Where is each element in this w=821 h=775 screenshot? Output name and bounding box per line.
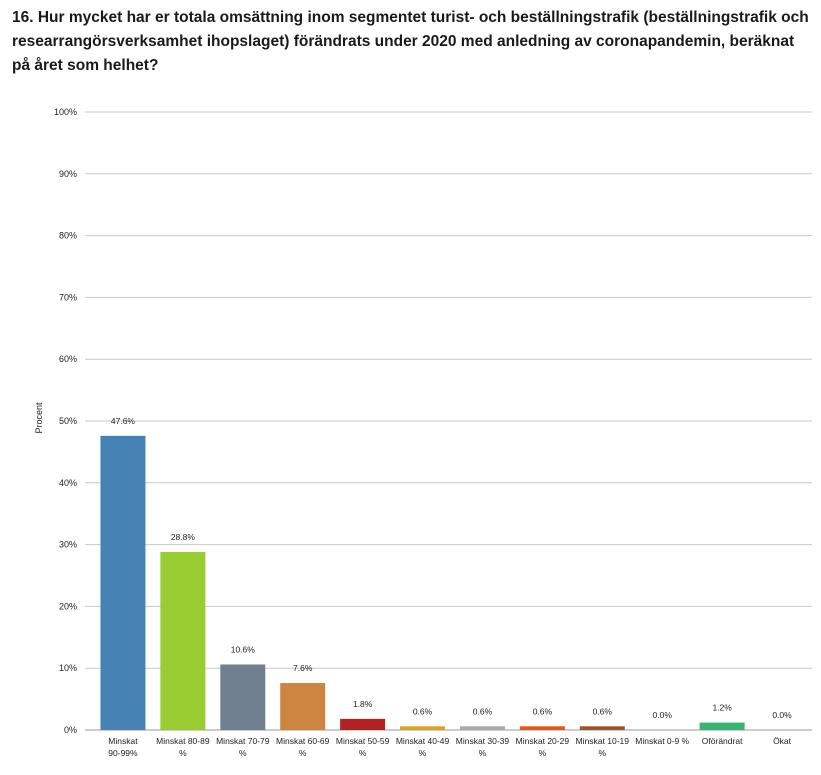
x-category-label: Minskat 10-19%: [576, 736, 630, 758]
y-tick-label: 70%: [59, 292, 77, 302]
bar: [340, 718, 386, 730]
x-category-label: Minskat 0-9 %: [635, 736, 689, 746]
y-tick-label: 100%: [54, 107, 77, 117]
bar: [519, 726, 565, 730]
value-label: 0.0%: [653, 710, 673, 720]
value-label: 0.6%: [473, 706, 493, 716]
bar: [100, 435, 146, 730]
value-label: 0.6%: [533, 706, 553, 716]
x-axis-categories: Minskat 90-99% Minskat 80-89 % Minskat 70-79…: [108, 736, 791, 758]
y-axis-label: Procent: [34, 402, 44, 434]
value-label: 7.6%: [293, 663, 313, 673]
x-category-label: Minskat 40-49%: [396, 736, 450, 758]
value-label: 1.8%: [353, 699, 373, 709]
bar: [280, 683, 326, 730]
y-tick-label: 20%: [59, 601, 77, 611]
y-axis-ticks: 0% 10% 20% 30% 40% 50% 60% 70% 80% 90% 100%: [54, 107, 77, 735]
y-tick-label: 10%: [59, 663, 77, 673]
bar: [579, 726, 625, 730]
y-tick-label: 40%: [59, 478, 77, 488]
y-tick-label: 60%: [59, 354, 77, 364]
x-category-label: Minskat 50-59%: [336, 736, 390, 758]
y-tick-label: 90%: [59, 169, 77, 179]
bar: [699, 722, 745, 730]
gridlines: [85, 111, 812, 731]
value-label: 1.2%: [712, 703, 732, 713]
value-label: 28.8%: [171, 532, 196, 542]
value-labels: 47.6% 28.8% 10.6% 7.6% 1.8% 0.6% 0.6% 0.6% 0.6% 0…: [111, 416, 792, 720]
y-tick-label: 50%: [59, 416, 77, 426]
y-tick-label: 0%: [64, 725, 77, 735]
value-label: 0.6%: [593, 706, 613, 716]
chart-title: 16. Hur mycket har er totala omsättning …: [12, 9, 809, 74]
x-category-label: Oförändrat: [702, 736, 743, 746]
value-label: 0.0%: [772, 710, 792, 720]
y-tick-label: 30%: [59, 540, 77, 550]
y-tick-label: 80%: [59, 231, 77, 241]
bars: [100, 435, 745, 730]
bar: [400, 726, 446, 730]
x-category-label: Minskat 20-29%: [516, 736, 570, 758]
x-category-label: Ökat: [773, 736, 792, 746]
x-category-label: Minskat 60-69%: [276, 736, 330, 758]
bar: [160, 552, 206, 730]
x-category-label: Minskat 80-89%: [156, 736, 210, 758]
x-category-label: Minskat 70-79%: [216, 736, 270, 758]
value-label: 10.6%: [231, 644, 256, 654]
value-label: 0.6%: [413, 706, 433, 716]
bar: [220, 664, 266, 730]
bar: [459, 726, 505, 730]
x-category-label: Minskat 90-99%: [108, 736, 138, 758]
x-category-label: Minskat 30-39%: [456, 736, 510, 758]
value-label: 47.6%: [111, 416, 136, 426]
